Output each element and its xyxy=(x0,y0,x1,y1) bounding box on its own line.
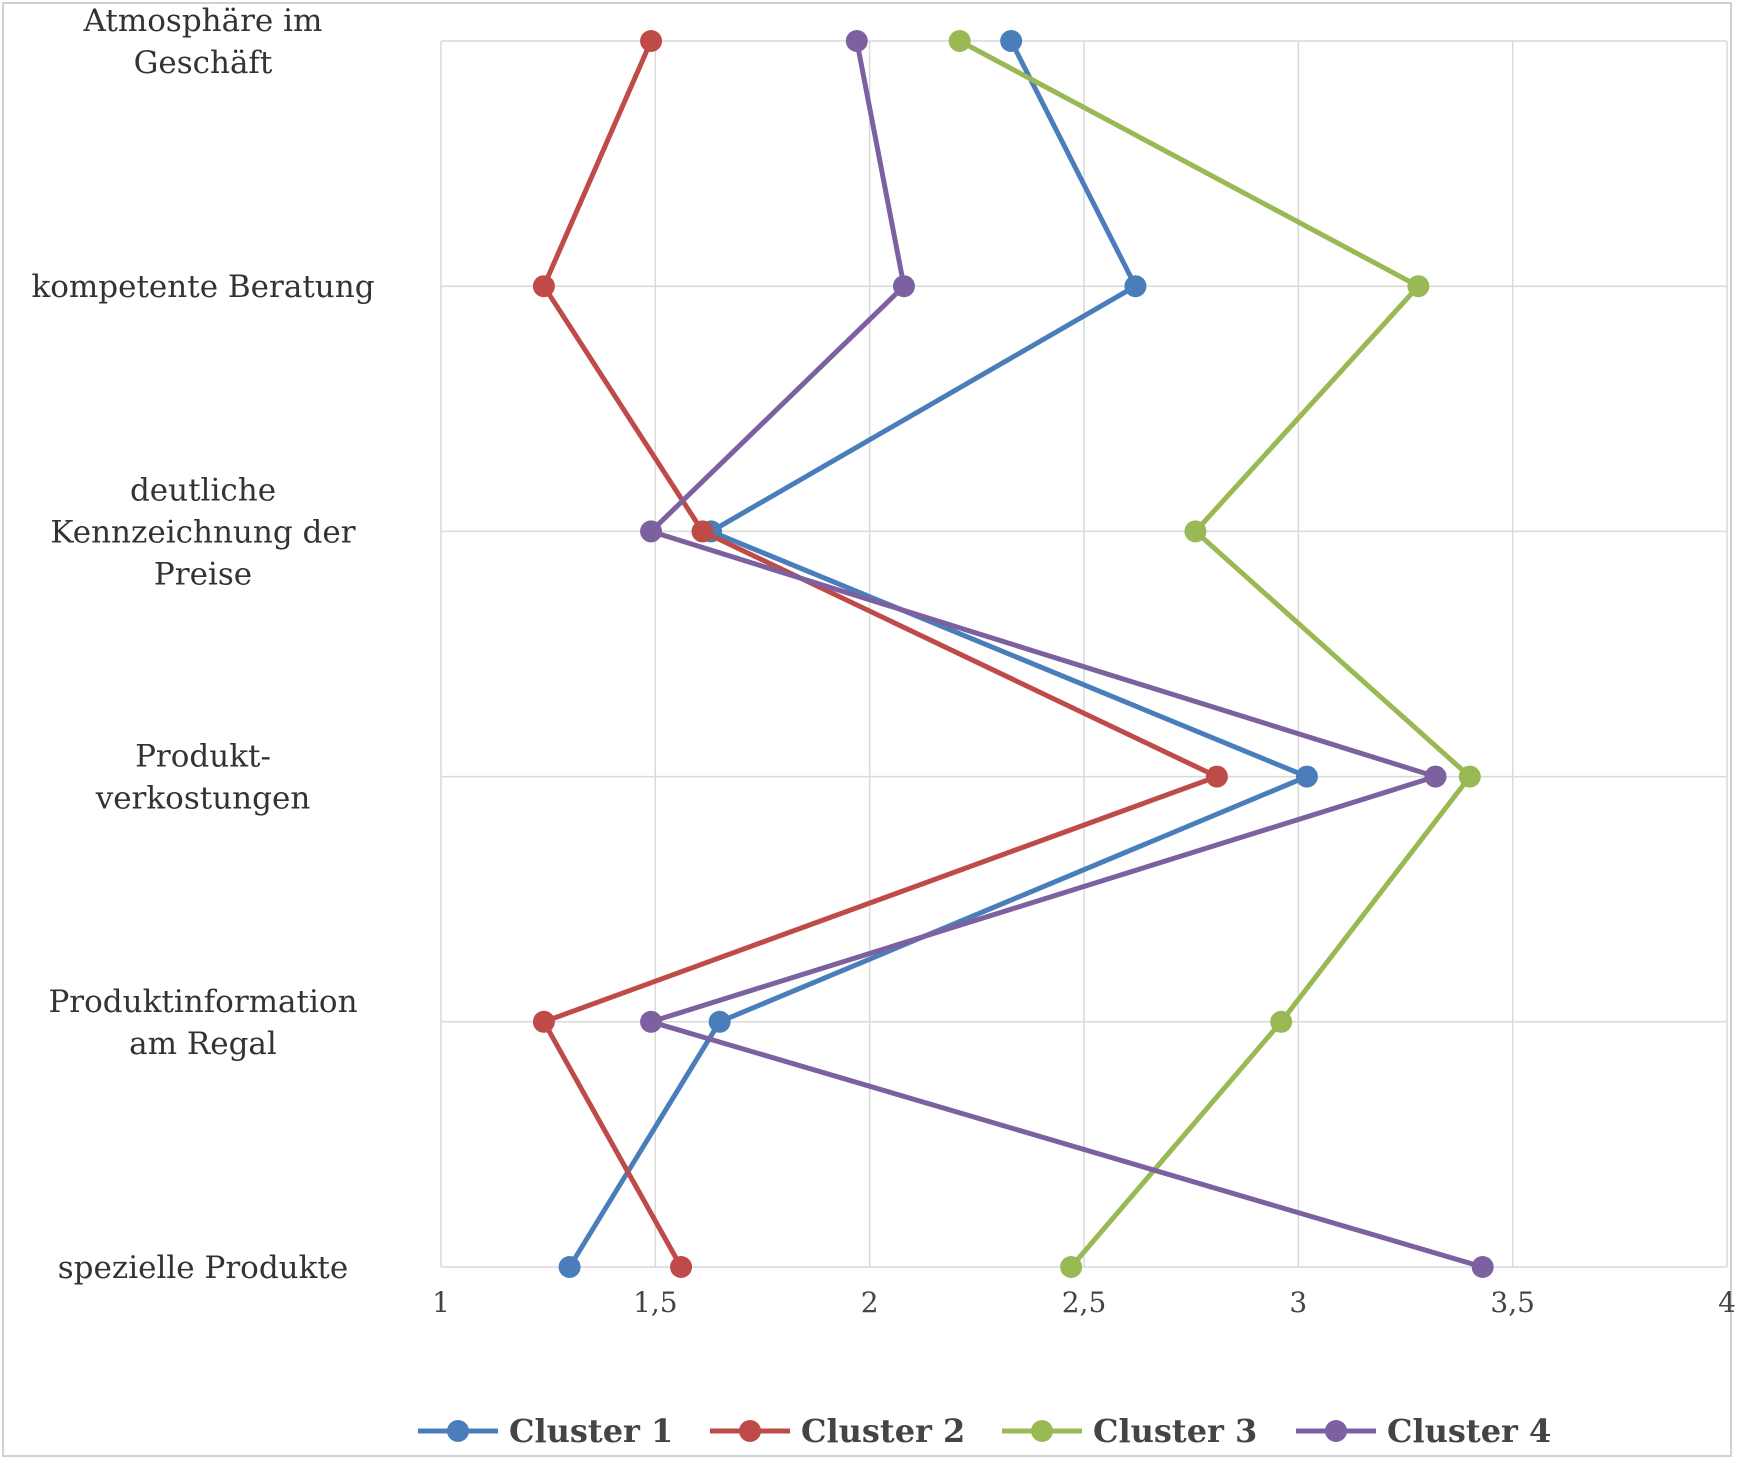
category-labels: Atmosphäre im Geschäft kompetente Beratung… xyxy=(31,3,374,1286)
legend-label: Cluster 4 xyxy=(1387,1412,1551,1450)
data-point xyxy=(1205,765,1228,788)
data-point xyxy=(558,1256,581,1278)
data-point xyxy=(948,30,971,52)
legend-label: Cluster 3 xyxy=(1093,1412,1257,1450)
category-label: deutliche xyxy=(130,472,276,508)
legend-marker xyxy=(1031,1420,1053,1442)
series-3 xyxy=(948,30,1481,1278)
data-point xyxy=(640,520,663,543)
data-point xyxy=(845,30,868,52)
data-point xyxy=(1471,1256,1494,1278)
legend-marker xyxy=(1325,1420,1347,1442)
series-line xyxy=(648,40,1484,1270)
legend-item-3: Cluster 3 xyxy=(1002,1412,1257,1450)
data-point xyxy=(892,275,915,298)
series-4 xyxy=(640,30,1494,1278)
legend-label: Cluster 2 xyxy=(801,1412,965,1450)
legend-marker xyxy=(447,1420,469,1442)
category-label: spezielle Produkte xyxy=(58,1250,348,1286)
data-point xyxy=(1424,765,1447,788)
grid-lines xyxy=(440,40,1728,1268)
category-label: Produktinformation xyxy=(48,984,357,1020)
category-label: Produkt- xyxy=(135,739,271,775)
legend-item-1: Cluster 1 xyxy=(418,1412,673,1450)
data-point xyxy=(1458,765,1481,788)
legend-item-2: Cluster 2 xyxy=(710,1412,965,1450)
x-tick-label: 1 xyxy=(432,1286,450,1319)
data-point xyxy=(640,1010,663,1033)
data-point xyxy=(532,1010,555,1033)
x-tick-labels: 1 1,5 2 2,5 3 3,5 4 xyxy=(432,1286,1736,1319)
category-label: verkostungen xyxy=(95,781,311,817)
data-point xyxy=(670,1256,693,1278)
category-label: Atmosphäre im xyxy=(83,3,323,39)
series-line xyxy=(541,39,1220,1269)
data-point xyxy=(640,30,663,52)
data-point xyxy=(1124,275,1147,298)
legend-marker xyxy=(739,1420,761,1442)
x-tick-label: 2 xyxy=(861,1286,879,1319)
series-line xyxy=(958,38,1473,1269)
data-point xyxy=(532,275,555,298)
category-label: kompetente Beratung xyxy=(31,269,374,305)
category-label: Geschäft xyxy=(134,45,273,81)
data-point xyxy=(691,520,714,543)
data-point xyxy=(1184,520,1207,543)
series-lines xyxy=(532,30,1494,1278)
category-label: am Regal xyxy=(129,1026,277,1062)
data-point xyxy=(1000,30,1023,52)
x-tick-label: 3 xyxy=(1289,1286,1307,1319)
legend-item-4: Cluster 4 xyxy=(1296,1412,1551,1450)
x-tick-label: 3,5 xyxy=(1490,1286,1535,1319)
x-tick-label: 1,5 xyxy=(633,1286,678,1319)
data-point xyxy=(1270,1010,1293,1033)
data-point xyxy=(1407,275,1430,298)
data-point xyxy=(708,1010,731,1033)
series-1 xyxy=(558,30,1318,1278)
series-2 xyxy=(532,30,1228,1278)
category-label: Preise xyxy=(154,556,252,592)
legend-label: Cluster 1 xyxy=(509,1412,673,1450)
x-tick-label: 2,5 xyxy=(1062,1286,1107,1319)
data-point xyxy=(1060,1256,1083,1278)
legend: Cluster 1 Cluster 2 Cluster 3 Cluster 4 xyxy=(418,1412,1551,1450)
series-line xyxy=(567,39,1310,1269)
data-point xyxy=(1295,765,1318,788)
category-label: Kennzeichnung der xyxy=(50,514,355,550)
x-tick-label: 4 xyxy=(1718,1286,1736,1319)
